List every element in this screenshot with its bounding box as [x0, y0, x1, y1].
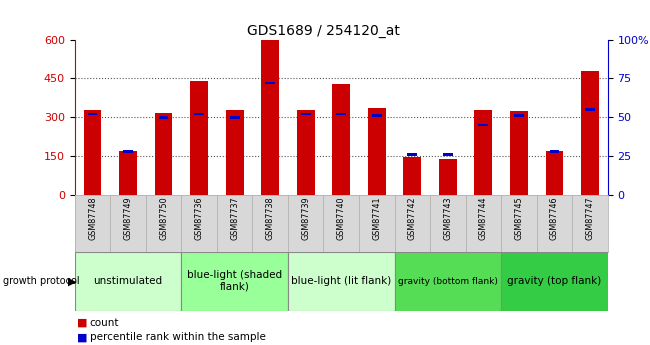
Text: ■: ■ — [77, 333, 87, 342]
Bar — [265, 82, 275, 85]
Text: unstimulated: unstimulated — [94, 276, 162, 286]
Text: ■: ■ — [77, 318, 87, 327]
Bar — [332, 84, 350, 195]
Text: GSM87746: GSM87746 — [550, 197, 559, 240]
Text: growth protocol: growth protocol — [3, 276, 80, 286]
Text: GSM87740: GSM87740 — [337, 197, 346, 240]
Bar — [75, 252, 181, 310]
Bar — [84, 110, 101, 195]
Bar — [261, 40, 279, 195]
Bar — [501, 252, 608, 310]
Text: GSM87749: GSM87749 — [124, 197, 133, 240]
Text: blue-light (lit flank): blue-light (lit flank) — [291, 276, 391, 286]
Bar — [585, 108, 595, 111]
Text: ▶: ▶ — [68, 276, 77, 286]
Bar — [510, 111, 528, 195]
Bar — [159, 116, 168, 119]
Bar — [123, 150, 133, 153]
Bar — [190, 81, 208, 195]
Text: GSM87737: GSM87737 — [230, 197, 239, 240]
Bar — [474, 110, 492, 195]
Bar — [443, 153, 453, 156]
Bar — [297, 110, 315, 195]
Bar — [478, 124, 488, 126]
Text: GSM87741: GSM87741 — [372, 197, 382, 240]
Text: GSM87736: GSM87736 — [194, 197, 203, 240]
Text: GSM87743: GSM87743 — [443, 197, 452, 240]
Bar — [229, 116, 240, 119]
Text: gravity (top flank): gravity (top flank) — [507, 276, 601, 286]
Bar — [155, 114, 172, 195]
Text: GSM87747: GSM87747 — [586, 197, 595, 240]
Text: gravity (bottom flank): gravity (bottom flank) — [398, 277, 498, 286]
Text: GSM87742: GSM87742 — [408, 197, 417, 240]
Text: GDS1689 / 254120_at: GDS1689 / 254120_at — [247, 24, 400, 38]
Bar — [226, 110, 244, 195]
Bar — [395, 252, 501, 310]
Text: GSM87750: GSM87750 — [159, 197, 168, 240]
Bar — [408, 153, 417, 156]
Text: blue-light (shaded
flank): blue-light (shaded flank) — [187, 270, 282, 292]
Bar — [372, 115, 382, 117]
Bar — [181, 252, 288, 310]
Bar — [119, 151, 137, 195]
Bar — [514, 115, 524, 117]
Text: GSM87748: GSM87748 — [88, 197, 97, 240]
Bar — [404, 157, 421, 195]
Bar — [194, 113, 204, 116]
Bar — [368, 108, 385, 195]
Bar — [545, 151, 564, 195]
Bar — [549, 150, 560, 153]
Bar — [581, 71, 599, 195]
Text: GSM87738: GSM87738 — [266, 197, 275, 240]
Text: GSM87739: GSM87739 — [301, 197, 310, 240]
Text: percentile rank within the sample: percentile rank within the sample — [90, 333, 266, 342]
Bar — [88, 113, 97, 116]
Bar — [288, 252, 395, 310]
Text: count: count — [90, 318, 119, 327]
Text: GSM87744: GSM87744 — [479, 197, 488, 240]
Bar — [336, 113, 346, 116]
Bar — [439, 159, 457, 195]
Text: GSM87745: GSM87745 — [514, 197, 523, 240]
Bar — [301, 113, 311, 116]
